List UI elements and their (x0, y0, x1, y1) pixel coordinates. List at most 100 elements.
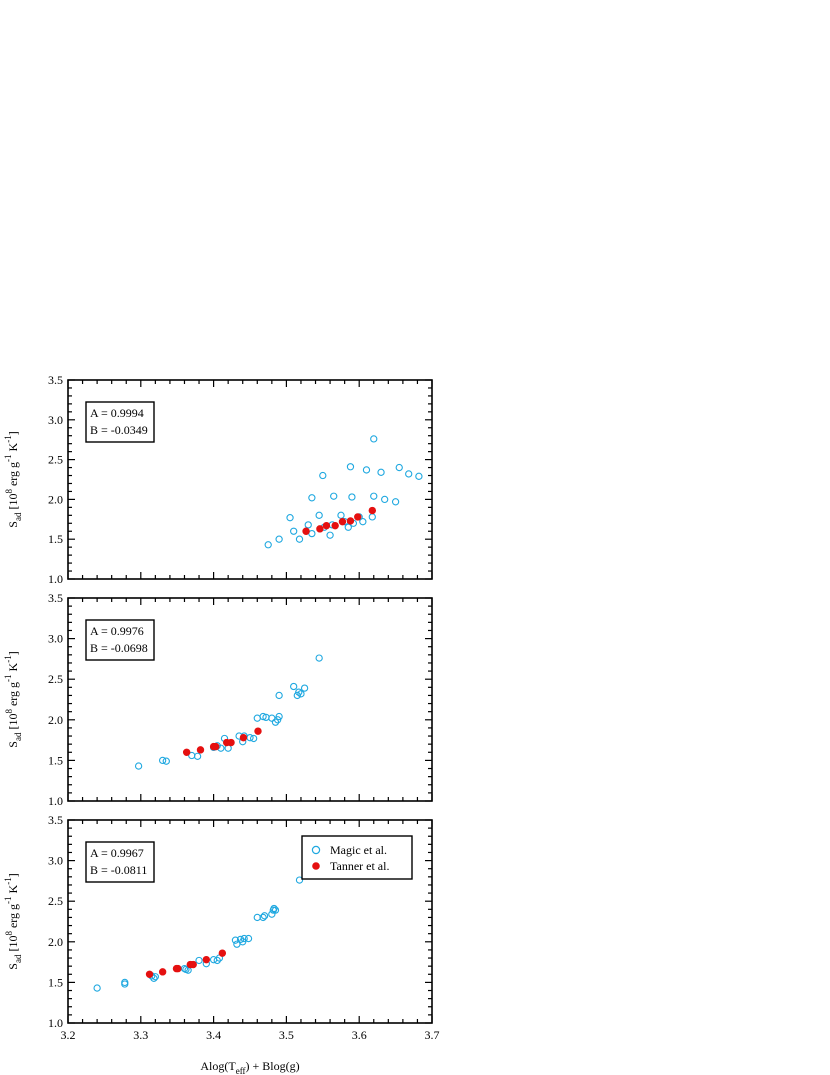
y-axis-label: Sad [108 erg g-1 K-1] (3, 651, 23, 747)
point-magic (370, 435, 378, 443)
point-magic (195, 956, 203, 965)
point-tanner (145, 970, 154, 978)
coefficient-a-text: A = 0.9994 (90, 406, 144, 420)
point-tanner (302, 527, 310, 535)
coefficient-a-text: A = 0.9967 (90, 846, 144, 860)
point-magic (295, 535, 304, 543)
y-tick-label: 2.0 (48, 935, 63, 949)
point-magic (286, 514, 294, 522)
point-magic (346, 463, 355, 471)
point-magic (275, 535, 283, 543)
point-magic (244, 934, 253, 943)
point-magic (271, 718, 280, 726)
point-magic (275, 691, 283, 700)
y-tick-label: 1.0 (48, 1016, 63, 1030)
y-tick-label: 3.0 (48, 632, 63, 646)
point-magic (158, 756, 167, 765)
point-tanner (322, 521, 331, 530)
y-tick-label: 1.5 (48, 975, 63, 989)
point-tanner (354, 513, 362, 521)
point-magic (315, 654, 323, 662)
y-tick-label: 3.0 (48, 413, 63, 427)
point-magic (233, 940, 241, 948)
point-tanner (182, 748, 191, 756)
plot-frame (67, 379, 433, 580)
x-axis-label: Alog(Teff) + Blog(g) (200, 1059, 299, 1075)
point-magic (268, 714, 276, 722)
point-magic (270, 904, 278, 913)
point-magic (405, 470, 413, 478)
panel-1: 1.0 1.5 2.0 2.5 3.0 3.5 Sad [108 erg g-1 K-1] A… (3, 373, 433, 586)
point-magic (295, 688, 303, 696)
point-magic (348, 493, 356, 501)
point-magic (162, 757, 170, 765)
y-tick-label: 2.0 (48, 492, 63, 506)
point-tanner (202, 955, 211, 964)
x-tick-label: 3.7 (425, 1028, 440, 1042)
x-tick-label: 3.6 (352, 1028, 367, 1042)
point-magic (249, 734, 258, 743)
panel-2: 1.0 1.5 2.0 2.5 3.0 3.5 Sad [108 erg g-1 K-1] A… (3, 591, 433, 808)
point-tanner (158, 968, 167, 976)
point-magic (271, 906, 280, 914)
point-magic (236, 935, 245, 944)
point-magic (391, 498, 400, 506)
point-magic (240, 934, 248, 943)
legend-label-magic: Magic et al. (330, 843, 387, 857)
y-tick-label: 3.5 (48, 813, 63, 827)
point-magic (315, 511, 323, 519)
point-magic (395, 463, 403, 472)
x-tick-label: 3.4 (206, 1028, 221, 1042)
legend-marker-magic (311, 845, 321, 855)
y-tick-label: 3.5 (48, 591, 63, 605)
point-magic (344, 523, 352, 531)
point-magic (368, 513, 376, 521)
y-tick-label: 1.5 (48, 532, 63, 546)
point-magic (121, 978, 129, 987)
fit-coefficients-box: A = 0.9967 B = -0.0811 (85, 841, 155, 883)
point-magic (300, 684, 309, 692)
point-magic (297, 690, 305, 698)
coefficient-b-text: B = -0.0811 (90, 863, 147, 877)
y-axis-label: Sad [108 erg g-1 K-1] (3, 873, 23, 969)
point-magic (213, 956, 221, 965)
point-tanner (196, 746, 205, 754)
point-magic (330, 492, 338, 500)
y-tick-label: 2.5 (48, 453, 63, 467)
fit-coefficients-box: A = 0.9994 B = -0.0349 (85, 401, 155, 443)
point-magic (290, 527, 298, 535)
point-magic (275, 712, 283, 721)
point-magic (231, 936, 240, 944)
point-magic (93, 984, 101, 992)
point-tanner (316, 525, 324, 533)
legend-label-tanner: Tanner et al. (330, 859, 389, 873)
y-tick-label: 1.5 (48, 753, 63, 767)
fit-coefficients-box: A = 0.9976 B = -0.0698 (85, 619, 155, 661)
point-magic (304, 521, 312, 529)
point-magic (290, 682, 298, 691)
point-tanner (212, 742, 220, 751)
point-magic (337, 511, 345, 519)
point-magic (326, 531, 334, 539)
point-magic (134, 762, 143, 770)
series-magic (93, 876, 304, 992)
point-tanner (218, 949, 227, 957)
coefficient-a-text: A = 0.9976 (90, 624, 144, 638)
point-tanner (227, 738, 235, 747)
plot-frame (67, 819, 433, 1024)
point-tanner (346, 517, 355, 525)
y-tick-label: 3.0 (48, 854, 63, 868)
point-magic (362, 466, 371, 474)
series-magic (134, 654, 323, 770)
series-tanner (182, 727, 262, 756)
legend-marker-tanner (312, 862, 320, 870)
series-magic (264, 435, 423, 549)
point-magic (381, 495, 389, 504)
point-magic (150, 974, 158, 982)
point-tanner (174, 964, 182, 973)
coefficient-b-text: B = -0.0698 (90, 641, 148, 655)
y-tick-label: 1.0 (48, 572, 63, 586)
point-magic (253, 714, 261, 722)
point-magic (377, 468, 385, 476)
